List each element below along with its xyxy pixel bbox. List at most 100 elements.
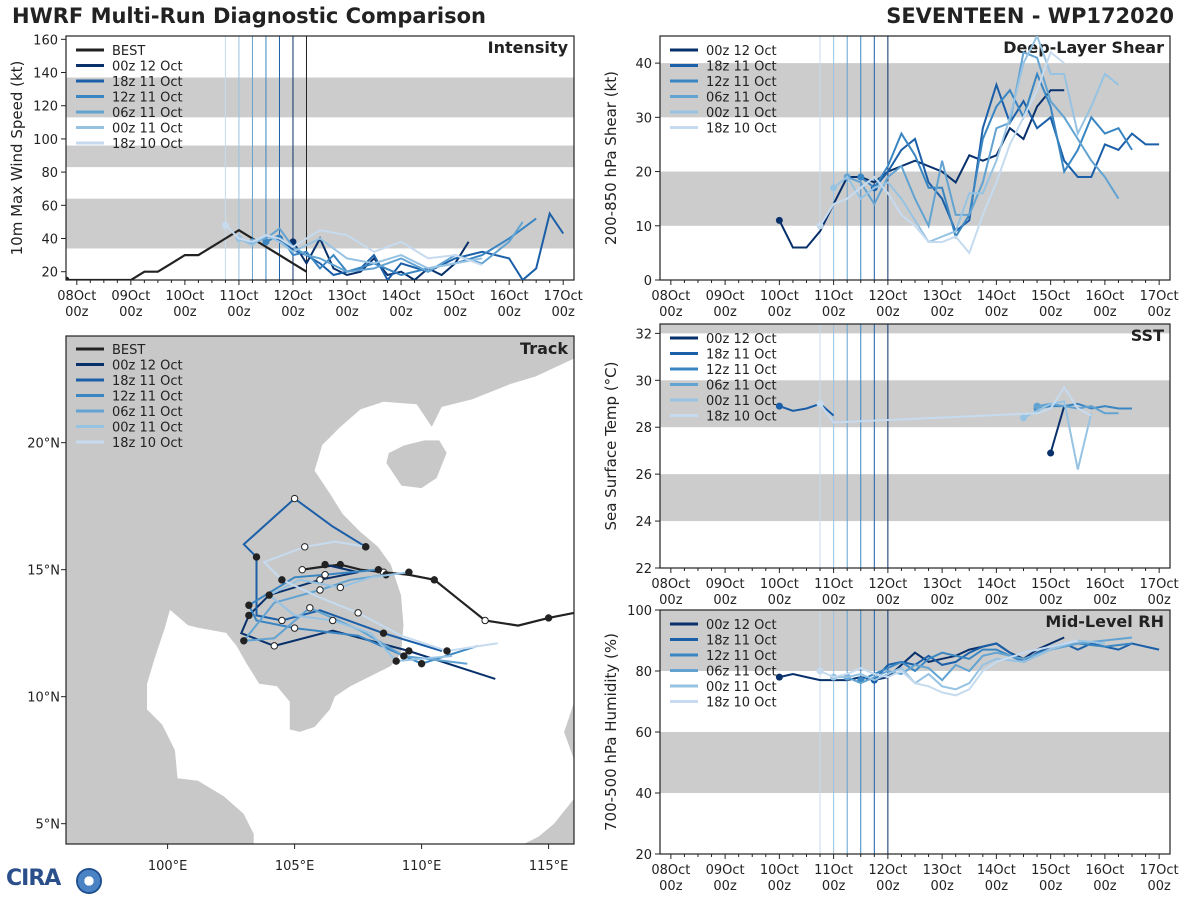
panel-title: Intensity (488, 38, 569, 57)
track-point (417, 659, 426, 668)
sst-panel: 08Oct00z09Oct00z10Oct00z11Oct00z12Oct00z… (602, 323, 1179, 608)
y-tick-label: 20 (635, 166, 652, 181)
legend-label: 12z 11 Oct (706, 75, 777, 90)
swirl-icon (76, 868, 102, 894)
y-tick-label: 60 (41, 199, 58, 214)
legend-label: 12z 11 Oct (706, 649, 777, 664)
x-tick-label-day: 14Oct (977, 289, 1016, 304)
series-line (846, 50, 1120, 229)
y-tick-label: 22 (635, 562, 652, 577)
x-tick-label-day: 10Oct (165, 289, 204, 304)
x-tick-label-day: 16Oct (1085, 863, 1124, 878)
x-tick-label-day: 13Oct (923, 863, 962, 878)
y-tick-label: 10 (635, 220, 652, 235)
y-tick-label: 28 (635, 421, 652, 436)
x-tick-label-day: 17Oct (544, 289, 583, 304)
track-point (374, 565, 383, 574)
series-line (1049, 405, 1066, 454)
series-start-marker (1047, 449, 1055, 457)
series-group (775, 36, 1160, 255)
shaded-band (66, 77, 574, 118)
x-tick-label-hour: 00z (822, 593, 846, 608)
y-tick-label: 80 (41, 166, 58, 181)
x-tick-label-hour: 00z (659, 593, 683, 608)
x-tick-label-day: 17Oct (1140, 863, 1179, 878)
x-tick-label-hour: 00z (876, 879, 900, 894)
series-line (224, 224, 483, 267)
x-tick-label-day: 08Oct (651, 577, 690, 592)
series-start-marker (775, 673, 783, 681)
track-point (245, 611, 253, 620)
track-line (247, 568, 478, 665)
track-point (544, 614, 553, 622)
track-point (270, 642, 278, 650)
track-point (298, 565, 306, 574)
track-point (481, 616, 489, 625)
y-tick-label: 40 (635, 57, 652, 72)
x-tick-label-hour: 00z (713, 593, 737, 608)
x-tick-label-day: 09Oct (706, 289, 745, 304)
series-group (775, 385, 1132, 470)
x-tick-label-hour: 00z (443, 305, 467, 320)
series-start-marker (816, 222, 824, 230)
hainan-island (385, 439, 448, 489)
series-line (860, 71, 1133, 240)
legend-label: 18z 10 Oct (112, 436, 183, 451)
shaded-band (66, 145, 574, 168)
shaded-band (660, 63, 1170, 118)
x-tick-label: 105°E (275, 859, 315, 874)
track-line (241, 573, 468, 665)
track-point (443, 647, 451, 655)
x-tick-label-hour: 00z (876, 593, 900, 608)
y-tick-label: 80 (635, 665, 652, 680)
x-tick-label-hour: 00z (985, 879, 1009, 894)
x-tick-label-hour: 00z (173, 305, 197, 320)
legend-label: 18z 11 Oct (706, 348, 777, 363)
track-point (405, 647, 413, 655)
x-tick-label-hour: 00z (768, 305, 792, 320)
legend-label: 18z 10 Oct (706, 410, 777, 425)
y-tick-label: 140 (33, 67, 58, 82)
x-tick-label-hour: 00z (768, 879, 792, 894)
x-tick-label-day: 12Oct (273, 289, 312, 304)
track-point (379, 629, 388, 637)
track-point (321, 571, 329, 579)
x-tick-label-day: 11Oct (814, 577, 853, 592)
x-tick-label-hour: 00z (119, 305, 143, 320)
shaded-band (660, 732, 1170, 793)
track-point (252, 553, 261, 561)
series-start-marker (816, 400, 824, 408)
x-tick-label-hour: 00z (930, 305, 954, 320)
x-tick-label-hour: 00z (659, 879, 683, 894)
legend-label: 18z 10 Oct (706, 696, 777, 711)
left-title: HWRF Multi-Run Diagnostic Comparison (12, 4, 487, 28)
track-point (430, 576, 438, 584)
legend-label: 06z 11 Oct (112, 405, 183, 420)
x-tick-label-hour: 00z (65, 305, 89, 320)
x-tick-label-day: 13Oct (923, 289, 962, 304)
track-point (278, 616, 286, 625)
series-start-marker (816, 667, 824, 675)
x-tick-label-day: 13Oct (923, 577, 962, 592)
x-tick-label-day: 12Oct (868, 289, 907, 304)
legend-label: 00z 12 Oct (112, 359, 183, 374)
track-point (400, 652, 408, 660)
panel-title: Mid-Level RH (1045, 612, 1164, 631)
y-axis-label: Sea Surface Temp (°C) (602, 361, 620, 530)
y-tick-label: 100 (627, 604, 652, 619)
borneo-landmass (523, 797, 574, 844)
legend-label: 00z 11 Oct (706, 394, 777, 409)
legend-label: 00z 11 Oct (706, 680, 777, 695)
legend-label: 12z 11 Oct (112, 91, 183, 106)
series-line (1023, 400, 1093, 470)
y-axis-label: 700-500 hPa Humidity (%) (602, 633, 620, 831)
series-line (252, 221, 524, 273)
track-point (321, 560, 329, 569)
shaded-band (660, 474, 1170, 522)
x-tick-label-day: 09Oct (706, 863, 745, 878)
legend-label: 06z 11 Oct (112, 106, 183, 121)
y-tick-label: 15°N (27, 564, 60, 579)
x-tick-label-day: 11Oct (814, 289, 853, 304)
y-tick-label: 160 (33, 33, 58, 48)
y-axis-label: 200-850 hPa Shear (kt) (602, 71, 620, 245)
